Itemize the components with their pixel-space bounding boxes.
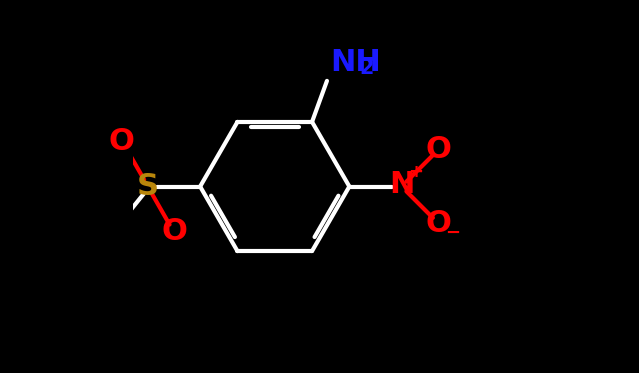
Text: O: O bbox=[426, 135, 452, 164]
Text: 2: 2 bbox=[360, 58, 374, 78]
Text: NH: NH bbox=[331, 48, 381, 77]
Text: −: − bbox=[445, 224, 461, 242]
Text: O: O bbox=[426, 209, 452, 238]
Text: S: S bbox=[137, 172, 159, 201]
Text: N: N bbox=[389, 170, 414, 199]
Text: +: + bbox=[408, 163, 423, 181]
Text: O: O bbox=[161, 217, 187, 246]
Text: O: O bbox=[109, 127, 135, 156]
